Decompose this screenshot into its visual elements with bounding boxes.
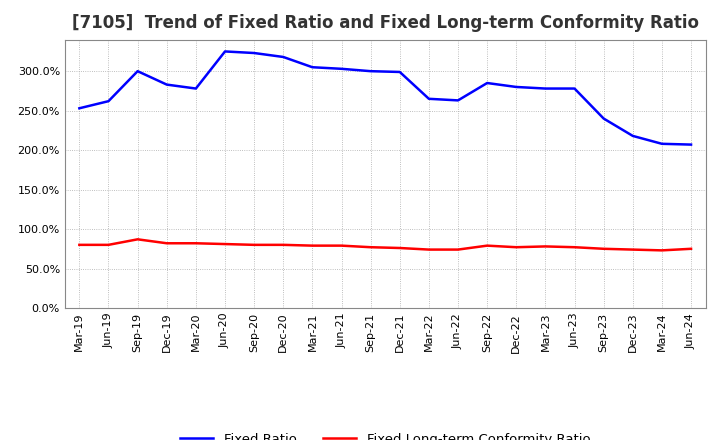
Fixed Long-term Conformity Ratio [366, 245, 375, 250]
Fixed Long-term Conformity Ratio [192, 241, 200, 246]
Fixed Ratio [308, 65, 317, 70]
Fixed Long-term Conformity Ratio [75, 242, 84, 247]
Fixed Long-term Conformity Ratio [629, 247, 637, 252]
Fixed Ratio [133, 69, 142, 74]
Fixed Ratio [425, 96, 433, 102]
Fixed Ratio [220, 49, 229, 54]
Fixed Long-term Conformity Ratio [483, 243, 492, 248]
Fixed Ratio [337, 66, 346, 71]
Fixed Ratio [104, 99, 113, 104]
Line: Fixed Long-term Conformity Ratio: Fixed Long-term Conformity Ratio [79, 239, 691, 250]
Fixed Long-term Conformity Ratio [104, 242, 113, 247]
Fixed Long-term Conformity Ratio [570, 245, 579, 250]
Fixed Ratio [541, 86, 550, 91]
Fixed Ratio [279, 54, 287, 59]
Fixed Long-term Conformity Ratio [454, 247, 462, 252]
Fixed Ratio [366, 69, 375, 74]
Fixed Ratio [454, 98, 462, 103]
Fixed Long-term Conformity Ratio [395, 246, 404, 251]
Fixed Long-term Conformity Ratio [599, 246, 608, 251]
Fixed Ratio [687, 142, 696, 147]
Legend: Fixed Ratio, Fixed Long-term Conformity Ratio: Fixed Ratio, Fixed Long-term Conformity … [175, 427, 595, 440]
Fixed Ratio [192, 86, 200, 91]
Fixed Long-term Conformity Ratio [541, 244, 550, 249]
Fixed Long-term Conformity Ratio [512, 245, 521, 250]
Fixed Long-term Conformity Ratio [425, 247, 433, 252]
Fixed Ratio [163, 82, 171, 87]
Line: Fixed Ratio: Fixed Ratio [79, 51, 691, 145]
Fixed Ratio [629, 133, 637, 139]
Fixed Long-term Conformity Ratio [657, 248, 666, 253]
Title: [7105]  Trend of Fixed Ratio and Fixed Long-term Conformity Ratio: [7105] Trend of Fixed Ratio and Fixed Lo… [72, 15, 698, 33]
Fixed Long-term Conformity Ratio [163, 241, 171, 246]
Fixed Long-term Conformity Ratio [250, 242, 258, 247]
Fixed Ratio [483, 81, 492, 86]
Fixed Ratio [395, 70, 404, 75]
Fixed Long-term Conformity Ratio [687, 246, 696, 251]
Fixed Ratio [250, 50, 258, 55]
Fixed Long-term Conformity Ratio [279, 242, 287, 247]
Fixed Long-term Conformity Ratio [220, 242, 229, 247]
Fixed Ratio [599, 116, 608, 121]
Fixed Ratio [512, 84, 521, 90]
Fixed Ratio [657, 141, 666, 147]
Fixed Long-term Conformity Ratio [133, 237, 142, 242]
Fixed Ratio [570, 86, 579, 91]
Fixed Long-term Conformity Ratio [308, 243, 317, 248]
Fixed Long-term Conformity Ratio [337, 243, 346, 248]
Fixed Ratio [75, 106, 84, 111]
